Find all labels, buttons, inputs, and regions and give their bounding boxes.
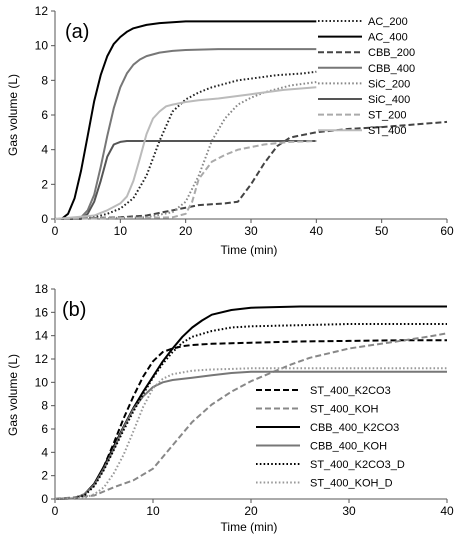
series-line-st-200 — [54, 140, 317, 220]
series-line-st-400-k2co3-d — [54, 323, 447, 500]
legend-entry: CBB_400_K2CO3 — [310, 422, 399, 434]
panel-label-a: (a) — [65, 21, 89, 43]
series-line-cbb-200 — [54, 120, 448, 220]
series-line-st-400-koh-d — [54, 367, 447, 500]
y-axis-label-a: Gas volume (L) — [6, 74, 20, 156]
legend-entry: ST_400_K2CO3_D — [310, 459, 405, 471]
series-line-st-400-koh — [54, 332, 448, 500]
x-tick-label: 20 — [244, 504, 258, 518]
legend-entry: ST_400 — [368, 125, 407, 137]
y-tick-label: 10 — [35, 375, 49, 389]
y-tick-label: 12 — [35, 352, 49, 366]
x-axis-label-a: Time (min) — [221, 243, 278, 257]
legend-a: AC_200 AC_400 CBB_200 CBB_400 SiC_200 SiC_400… — [318, 16, 415, 137]
legend-entry: CBB_200 — [368, 47, 415, 59]
x-tick-label: 50 — [375, 224, 389, 238]
x-tick-label: 0 — [52, 224, 59, 238]
series-line-st-400 — [54, 86, 317, 220]
y-tick-label: 10 — [35, 39, 49, 53]
y-tick-label: 6 — [41, 108, 48, 122]
y-tick-label: 16 — [35, 305, 49, 319]
legend-entry: SiC_400 — [368, 94, 410, 106]
legend-b: ST_400_K2CO3 ST_400_KOH CBB_400_K2CO3 CBB_4… — [256, 385, 405, 490]
x-tick-label: 10 — [114, 224, 128, 238]
y-tick-label: 12 — [35, 4, 49, 18]
x-tick-label: 0 — [52, 504, 59, 518]
legend-entry: CBB_400 — [368, 63, 415, 75]
legend-entry: ST_400_KOH — [310, 404, 379, 416]
y-tick-label: 0 — [41, 492, 48, 506]
series-line-sic-400 — [55, 140, 317, 220]
y-tick-label: 2 — [41, 177, 48, 191]
legend-entry: SiC_200 — [368, 78, 410, 90]
series-line-ac-400 — [55, 20, 317, 220]
x-tick-label: 40 — [440, 504, 454, 518]
x-tick-label: 60 — [440, 224, 454, 238]
series-line-ac-200 — [54, 70, 317, 220]
legend-entry: ST_400_KOH_D — [310, 478, 393, 490]
x-tick-label: 30 — [244, 224, 258, 238]
y-axis-label-b: Gas volume (L) — [6, 354, 20, 436]
x-tick-label: 10 — [146, 504, 160, 518]
x-tick-label: 20 — [179, 224, 193, 238]
y-tick-label: 4 — [41, 143, 48, 157]
legend-entry: AC_400 — [368, 32, 408, 44]
x-tick-label: 30 — [342, 504, 356, 518]
panel-label-b: (b) — [62, 299, 86, 321]
chart-panel-a: Gas volume (L) Time (min) (a) 0246810120… — [6, 4, 454, 257]
legend-entry: CBB_400_KOH — [310, 441, 387, 453]
legend-entry: AC_200 — [368, 16, 408, 28]
legend-entry: ST_400_K2CO3 — [310, 385, 391, 397]
series-line-sic-200 — [54, 81, 317, 220]
series-line-cbb-400 — [55, 48, 317, 220]
y-tick-label: 14 — [35, 329, 49, 343]
y-tick-label: 0 — [41, 212, 48, 226]
y-tick-label: 8 — [41, 73, 48, 87]
legend-entry: ST_200 — [368, 110, 407, 122]
plot-area-a: 0 2 4 6 8 10 12 0 10 20 30 40 50 60 — [35, 4, 454, 238]
plot-area-b: 0 2 4 6 8 10 12 14 16 18 0 10 20 30 40 — [35, 282, 454, 518]
y-tick-label: 4 — [41, 445, 48, 459]
y-tick-label: 8 — [41, 399, 48, 413]
y-tick-label: 2 — [41, 469, 48, 483]
y-tick-label: 18 — [35, 282, 49, 296]
x-tick-label: 40 — [310, 224, 324, 238]
y-tick-label: 6 — [41, 422, 48, 436]
chart-panel-b: Gas volume (L) Time (min) (b) 0 2 4 6 8 10 12 1… — [6, 282, 454, 534]
x-axis-label-b: Time (min) — [221, 520, 278, 534]
series-line-st-400-k2co3 — [54, 339, 447, 500]
